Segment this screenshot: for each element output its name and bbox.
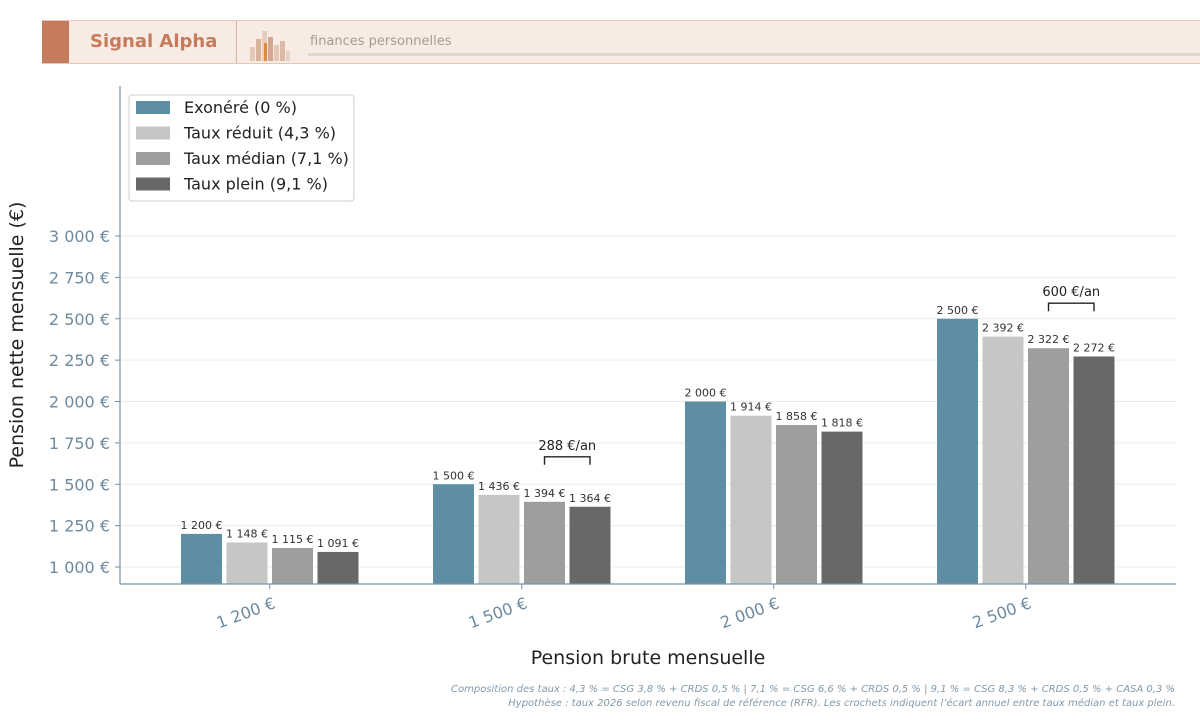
bar: [181, 533, 222, 584]
legend-swatch: [136, 152, 170, 165]
bar-value-label: 1 818 €: [821, 417, 863, 430]
bar: [730, 415, 772, 584]
y-tick-label: 2 750 €: [49, 268, 110, 287]
x-tick-label: 2 500 €: [970, 593, 1034, 632]
legend-swatch: [136, 126, 170, 140]
x-tick-label: 1 200 €: [214, 593, 278, 632]
legend-swatch: [136, 177, 170, 191]
bar-value-label: 1 500 €: [433, 469, 475, 482]
bar: [821, 431, 863, 584]
y-axis-label: Pension nette mensuelle (€): [6, 202, 28, 469]
bar-value-label: 2 392 €: [982, 322, 1024, 335]
bar: [1073, 356, 1115, 584]
bar: [569, 506, 611, 584]
bar: [226, 542, 268, 584]
bar-value-label: 2 322 €: [1028, 333, 1070, 346]
bar-value-label: 1 394 €: [524, 487, 566, 500]
annotation-bracket: [1047, 302, 1095, 312]
bar-value-label: 2 272 €: [1073, 341, 1115, 354]
bar: [1028, 348, 1069, 584]
bar: [776, 425, 817, 584]
footnote-composition: Composition des taux : 4,3 % = CSG 3,8 %…: [451, 684, 1175, 695]
bar: [685, 401, 726, 584]
y-tick-label: 1 750 €: [49, 434, 110, 453]
bar: [524, 501, 565, 584]
brand-accent-block: [42, 21, 69, 63]
brand-name: Signal Alpha: [90, 31, 218, 52]
bar-value-label: 1 115 €: [272, 533, 314, 546]
y-tick-label: 1 250 €: [49, 517, 110, 536]
x-axis-label: Pension brute mensuelle: [531, 647, 766, 669]
bars: [181, 318, 1115, 584]
legend-label: Taux réduit (4,3 %): [183, 124, 336, 143]
bar-value-label: 1 914 €: [730, 401, 772, 414]
legend-box: [128, 94, 355, 202]
bar: [272, 547, 313, 584]
bar-value-label: 1 364 €: [569, 492, 611, 505]
x-tick-label: 1 500 €: [466, 593, 530, 632]
footnote-hypothesis: Hypothèse : taux 2026 selon revenu fisca…: [508, 698, 1175, 709]
city-logo-icon: [250, 31, 290, 61]
y-tick-label: 2 500 €: [49, 310, 110, 329]
header-rule: [308, 53, 1200, 56]
bar: [937, 318, 978, 584]
header-tagline: finances personnelles: [310, 34, 452, 49]
annotation-bracket: [543, 456, 591, 465]
x-tick-label: 2 000 €: [718, 593, 782, 632]
bar-value-label: 1 200 €: [181, 519, 223, 532]
bar-value-labels: 1 200 € 1 500 € 2 000 € 2 500 € 1 148 € 1 436…: [181, 304, 1116, 550]
bar-value-label: 1 148 €: [226, 528, 268, 541]
legend-label: Exonéré (0 %): [184, 98, 297, 117]
y-tick-label: 2 000 €: [49, 393, 110, 412]
header-band: Signal Alpha finances personnelles: [42, 20, 1200, 64]
header-divider: [236, 21, 237, 63]
annotation-label: 600 €/an: [1042, 285, 1100, 300]
bar: [478, 494, 520, 584]
annotation-label: 288 €/an: [538, 439, 596, 454]
y-tick-label: 1 500 €: [49, 475, 110, 494]
annotation-brackets: 288 €/an 600 €/an: [538, 285, 1100, 465]
bar-value-label: 1 091 €: [317, 537, 359, 550]
legend: Exonéré (0 %) Taux réduit (4,3 %) Taux méd…: [128, 94, 355, 202]
axes: [119, 86, 1176, 585]
legend-swatch: [136, 101, 170, 114]
bar-value-label: 1 858 €: [776, 410, 818, 423]
bar: [433, 484, 474, 584]
legend-label: Taux plein (9,1 %): [183, 175, 328, 194]
legend-label: Taux médian (7,1 %): [183, 149, 349, 168]
y-tick-label: 2 250 €: [49, 351, 110, 370]
bar-value-label: 2 000 €: [685, 387, 727, 400]
bar-value-label: 2 500 €: [937, 304, 979, 317]
y-tick-label: 3 000 €: [49, 227, 110, 246]
y-tick-label: 1 000 €: [49, 558, 110, 577]
bar: [317, 551, 359, 584]
x-tick-labels: 1 200 € 1 500 € 2 000 € 2 500 €: [214, 584, 1034, 632]
y-tick-labels: 1 000 € 1 250 € 1 500 € 1 750 € 2 000 € 2 250…: [49, 227, 120, 577]
bar: [982, 336, 1024, 584]
bar-value-label: 1 436 €: [478, 480, 520, 493]
